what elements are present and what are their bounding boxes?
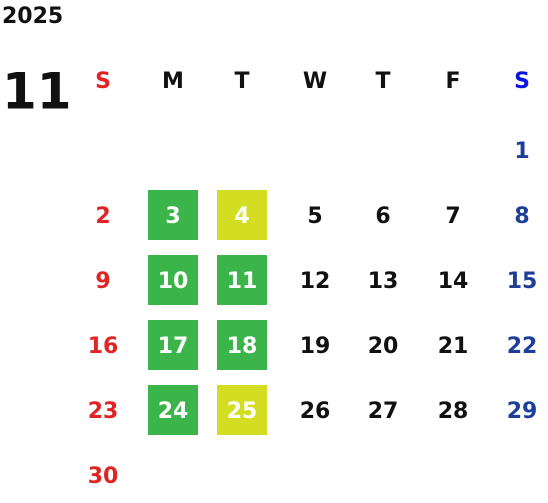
day: 6 (375, 204, 390, 229)
day: 10 (158, 269, 189, 294)
weekday: M (162, 69, 184, 94)
day: 3 (165, 204, 180, 229)
day: 11 (227, 269, 258, 294)
day: 9 (95, 269, 110, 294)
highlight (148, 190, 198, 240)
highlight (217, 190, 267, 240)
day: 17 (158, 334, 189, 359)
day: 1 (514, 139, 529, 164)
weekday: T (234, 69, 249, 94)
highlight (148, 385, 198, 435)
day: 24 (158, 399, 189, 424)
highlight (217, 320, 267, 370)
highlight (148, 255, 198, 305)
day: 12 (300, 269, 331, 294)
day: 4 (234, 204, 249, 229)
highlight (148, 320, 198, 370)
day: 28 (438, 399, 469, 424)
day: 8 (514, 204, 529, 229)
day: 20 (368, 334, 399, 359)
day: 19 (300, 334, 331, 359)
highlight (217, 255, 267, 305)
day: 13 (368, 269, 399, 294)
weekday: S (514, 69, 530, 94)
weekday: F (445, 69, 460, 94)
year: 2025 (2, 4, 63, 29)
day: 2 (95, 204, 110, 229)
day: 22 (507, 334, 538, 359)
day: 23 (88, 399, 119, 424)
weekday: W (303, 69, 327, 94)
day: 26 (300, 399, 331, 424)
day: 16 (88, 334, 119, 359)
day: 30 (88, 464, 119, 489)
month: 11 (2, 63, 72, 121)
day: 29 (507, 399, 538, 424)
weekday: S (95, 69, 111, 94)
highlight (217, 385, 267, 435)
day: 27 (368, 399, 399, 424)
day: 15 (507, 269, 538, 294)
day: 7 (445, 204, 460, 229)
weekday: T (375, 69, 390, 94)
day: 21 (438, 334, 469, 359)
day: 18 (227, 334, 258, 359)
day: 5 (307, 204, 322, 229)
day: 14 (438, 269, 469, 294)
day: 25 (227, 399, 258, 424)
